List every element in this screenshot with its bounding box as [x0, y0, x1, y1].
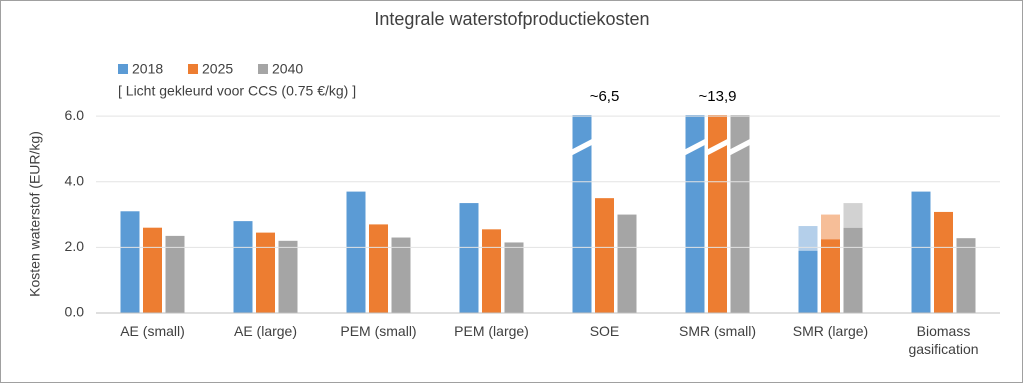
value-label: ~6,5 [590, 88, 620, 105]
bar [843, 227, 863, 313]
bar [278, 240, 298, 313]
bar [708, 115, 727, 313]
bar [821, 239, 840, 313]
plot-area [120, 115, 976, 313]
x-tick-label: AE (large) [233, 323, 298, 339]
bar [685, 115, 705, 313]
axis-break [683, 138, 707, 157]
y-tick-label: 0.0 [65, 304, 85, 320]
y-tick-label: 6.0 [65, 107, 85, 123]
bar [934, 211, 953, 313]
legend-label: 2025 [202, 61, 233, 77]
bar [572, 115, 592, 313]
y-tick-label: 4.0 [65, 172, 85, 188]
x-tick-label: SMR (large) [792, 323, 869, 339]
x-tick-label: Biomass gasification [908, 323, 979, 357]
axis-break [728, 138, 752, 157]
ccs-bar [798, 226, 818, 251]
x-tick-label: SOE [589, 323, 620, 339]
legend-swatch [258, 64, 268, 74]
legend-label: 2018 [132, 61, 163, 77]
ccs-bar [821, 214, 840, 240]
bar [730, 115, 750, 313]
x-tick-label: PEM (large) [454, 323, 529, 339]
axis-break [570, 138, 594, 157]
bar [504, 242, 524, 313]
bar [459, 203, 479, 313]
axis-break [706, 138, 729, 157]
y-axis-label: Kosten waterstof (EUR/kg) [27, 131, 43, 297]
value-label: ~13,9 [699, 88, 737, 105]
legend-swatch [118, 64, 128, 74]
bar [956, 238, 976, 313]
legend-label: 2040 [272, 61, 303, 77]
bar [482, 229, 501, 313]
x-tick-label: AE (small) [120, 323, 185, 339]
legend-swatch [188, 64, 198, 74]
bar [369, 224, 388, 313]
bar [391, 237, 411, 313]
x-tick-label: PEM (small) [340, 323, 417, 339]
y-tick-label: 2.0 [65, 238, 85, 254]
bar [617, 214, 637, 313]
bar [595, 198, 614, 313]
ccs-bar [843, 203, 863, 228]
chart-title: Integrale waterstofproductiekosten [374, 9, 649, 29]
bar [256, 232, 275, 313]
bar [143, 227, 162, 313]
bar [911, 191, 931, 313]
bar [165, 235, 185, 313]
bar [346, 191, 366, 313]
bar [233, 221, 253, 313]
legend-note: [ Licht gekleurd voor CCS (0.75 €/kg) ] [118, 83, 356, 99]
x-tick-label: SMR (small) [679, 323, 756, 339]
bar [798, 250, 818, 313]
bar [120, 211, 140, 313]
